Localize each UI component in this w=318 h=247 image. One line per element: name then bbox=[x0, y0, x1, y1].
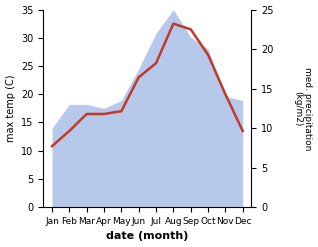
Y-axis label: max temp (C): max temp (C) bbox=[5, 75, 16, 142]
Y-axis label: med. precipitation
(kg/m2): med. precipitation (kg/m2) bbox=[293, 67, 313, 150]
X-axis label: date (month): date (month) bbox=[106, 231, 189, 242]
